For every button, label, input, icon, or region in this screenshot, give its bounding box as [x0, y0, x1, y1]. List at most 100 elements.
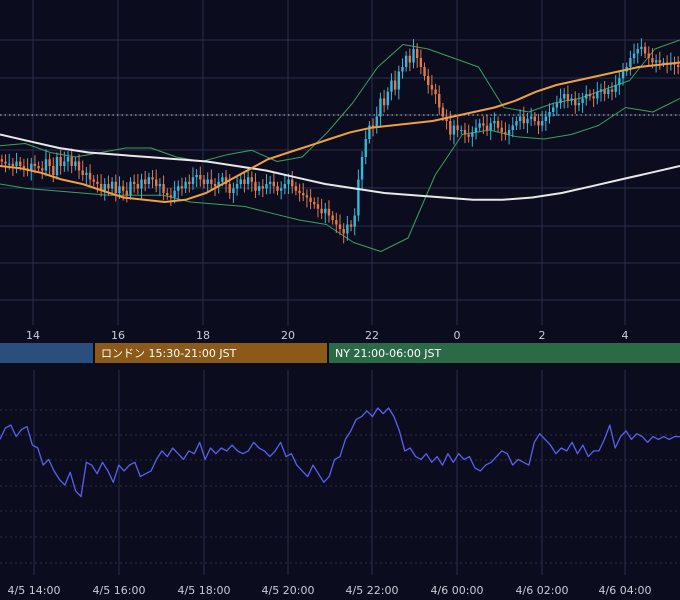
price-panel[interactable]: 14 16 18 20 22 0 2 4 [0, 0, 680, 342]
indicator-tick-label: 4/6 02:00 [516, 584, 569, 597]
candle-body [540, 121, 544, 126]
candle-body [173, 190, 176, 198]
candle-body [48, 159, 51, 166]
candle-body [386, 91, 389, 106]
price-tick-label: 18 [196, 329, 210, 342]
candle-body [643, 46, 647, 54]
candle-body [0, 159, 4, 162]
candle-body [85, 172, 88, 175]
candle-body [55, 157, 59, 175]
session-block [329, 343, 680, 363]
candle-body [132, 181, 136, 184]
candle-body [544, 116, 548, 121]
candle-body [11, 163, 15, 166]
candle-body [474, 127, 478, 133]
candle-body [276, 186, 279, 191]
session-label: NY 21:00-06:00 JST [335, 347, 442, 360]
candle-body [59, 157, 62, 166]
candle-body [250, 177, 253, 182]
candle-body [489, 123, 492, 130]
candle-body [563, 94, 566, 99]
candle-body [213, 184, 217, 187]
candle-body [434, 89, 437, 94]
candle-body [651, 58, 654, 63]
indicator-tick-label: 4/6 00:00 [431, 584, 484, 597]
candle-body [268, 181, 272, 184]
candle-body [265, 184, 268, 189]
candle-body [294, 186, 298, 191]
price-tick-label: 22 [365, 329, 379, 342]
candle-body [603, 89, 606, 94]
candle-body [507, 130, 511, 135]
candle-body [592, 96, 595, 99]
candle-body [191, 177, 195, 184]
candle-body [449, 121, 452, 135]
candle-body [482, 123, 485, 126]
candle-body [103, 184, 106, 191]
candle-body [7, 163, 11, 165]
candle-body [397, 71, 401, 90]
candle-body [202, 179, 206, 184]
candle-body [496, 121, 500, 128]
price-tick-label: 14 [26, 329, 40, 342]
candle-body [92, 179, 95, 182]
candle-body [485, 125, 489, 130]
candle-body [610, 89, 614, 92]
candle-body [221, 177, 224, 182]
candle-body [511, 125, 514, 130]
candle-body [636, 49, 639, 54]
candle-body [254, 181, 257, 191]
candle-body [224, 177, 228, 184]
candle-body [570, 98, 573, 101]
candle-body [19, 161, 22, 166]
candle-body [279, 188, 283, 191]
candle-body [456, 125, 459, 130]
ma-long-line [0, 133, 680, 201]
indicator-series [0, 407, 680, 498]
candle-body [243, 179, 246, 184]
candle-body [147, 177, 151, 184]
candle-body [357, 179, 360, 216]
candle-body [261, 186, 265, 189]
candle-body [364, 139, 367, 157]
candle-body [114, 181, 117, 193]
candle-body [654, 60, 658, 63]
indicator-tick-label: 4/5 22:00 [346, 584, 399, 597]
candle-body [107, 184, 110, 189]
candle-body [158, 184, 162, 187]
candle-body [291, 179, 294, 187]
indicator-panel[interactable]: 4/5 14:00 4/5 16:00 4/5 18:00 4/5 20:00 4/5 … [0, 370, 680, 597]
candle-body [401, 67, 404, 72]
candle-body [52, 166, 55, 175]
candle-body [379, 98, 382, 117]
price-tick-label: 16 [111, 329, 125, 342]
candle-body [382, 98, 386, 106]
candle-body [30, 163, 33, 171]
candle-body [419, 58, 423, 67]
candle-body [423, 67, 426, 76]
candle-body [596, 91, 599, 99]
candle-body [15, 161, 18, 166]
candle-body [320, 208, 323, 214]
candle-body [121, 186, 125, 191]
price-tick-label: 2 [539, 329, 546, 342]
candle-body [125, 190, 129, 196]
candle-body [504, 132, 507, 135]
indicator-line [0, 407, 680, 498]
candle-body [338, 224, 342, 229]
candle-body [632, 53, 636, 58]
candle-body [658, 60, 661, 63]
candle-body [74, 161, 77, 166]
candle-body [228, 184, 231, 193]
candle-body [110, 181, 114, 189]
candle-body [375, 116, 378, 128]
candle-body [537, 121, 540, 126]
candle-body [302, 193, 305, 196]
candle-body [162, 184, 165, 193]
candle-body [129, 181, 132, 196]
candle-body [585, 94, 588, 99]
candle-body [515, 121, 518, 126]
candle-body [195, 175, 198, 178]
candle-body [44, 159, 48, 171]
candle-body [324, 208, 327, 214]
